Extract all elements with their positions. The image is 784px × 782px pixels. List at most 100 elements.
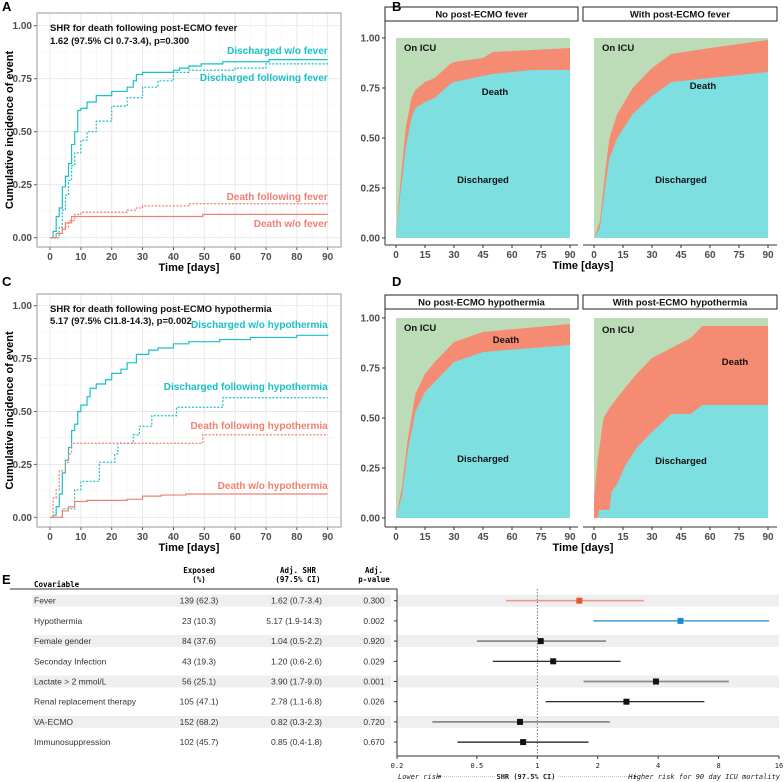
panel-letter: C xyxy=(2,274,12,289)
y-axis-title: Cumulative incidence of event xyxy=(4,331,16,490)
x-tick-label: 45 xyxy=(675,250,687,261)
header-exposed-unit: (%) xyxy=(192,575,206,584)
shr-value: 0.85 (0.4-1.8) xyxy=(271,737,322,747)
facet-with xyxy=(582,6,778,248)
area-label-on-icu: On ICU xyxy=(602,43,634,54)
y-tick-label: 0.25 xyxy=(13,180,33,191)
x-axis-title: Time [days] xyxy=(553,260,614,272)
x-tick-label: 4 xyxy=(656,762,660,770)
x-tick-label: 60 xyxy=(506,532,518,543)
panel-a xyxy=(34,12,342,250)
facet-strip xyxy=(582,6,778,22)
header-p-value: p-value xyxy=(358,575,390,584)
exposed-value: 84 (37.6) xyxy=(182,636,216,646)
forest-x-axis-title: SHR (97.5% CI) xyxy=(496,773,555,781)
x-tick-label: 45 xyxy=(477,532,489,543)
series-label: Death w/o hypothermia xyxy=(218,481,328,492)
area-label-death: Death xyxy=(690,81,717,92)
y-tick-label: 0.00 xyxy=(13,233,33,244)
x-tick-label: 60 xyxy=(704,250,716,261)
x-tick-label: 90 xyxy=(762,250,774,261)
y-tick-label: 1.00 xyxy=(13,21,33,32)
covariable-name: Seconday Infection xyxy=(34,656,107,666)
arrow-left-head-icon xyxy=(438,775,441,778)
header-p: Adj. xyxy=(365,566,383,575)
x-tick-label: 30 xyxy=(448,250,460,261)
panel-b xyxy=(382,6,778,248)
x-tick-label: 45 xyxy=(477,250,489,261)
x-tick-label: 15 xyxy=(419,250,431,261)
table-row: Lactate > 2 mmol/L 56 (25.1) 3.90 (1.7-9.0… xyxy=(34,677,385,687)
x-tick-label: 2 xyxy=(596,762,600,770)
shr-annotation: SHR for death following post-ECMO fever xyxy=(50,23,238,34)
table-row: Seconday Infection 43 (19.3) 1.20 (0.6-2.6… xyxy=(34,656,385,666)
exposed-value: 152 (68.2) xyxy=(180,717,219,727)
p-value: 0.720 xyxy=(363,717,385,727)
y-tick-label: 0.00 xyxy=(361,234,381,245)
facet-title: No post-ECMO fever xyxy=(435,10,528,21)
x-tick-label: 90 xyxy=(564,532,576,543)
facet-title: With post-ECMO fever xyxy=(630,10,730,21)
exposed-value: 139 (62.3) xyxy=(180,596,219,606)
exposed-value: 56 (25.1) xyxy=(182,677,216,687)
covariable-name: Fever xyxy=(34,596,56,606)
area-label-death: Death xyxy=(493,335,520,346)
header-shr-ci: (97.5% CI) xyxy=(275,575,320,584)
x-tick-label: 8 xyxy=(716,762,720,770)
header-covariable: Covariable xyxy=(34,580,80,589)
shr-annotation-values: 5.17 (97.5% CI1.8-14.3), p=0.002 xyxy=(50,316,192,327)
x-tick-label: 70 xyxy=(260,532,272,543)
x-axis-title: Time [days] xyxy=(553,542,614,554)
shr-value: 1.20 (0.6-2.6) xyxy=(271,656,322,666)
y-tick-label: 0.75 xyxy=(361,364,381,375)
facet-strip xyxy=(384,6,579,22)
y-tick-label: 0.75 xyxy=(13,354,33,365)
area-label-on-icu: On ICU xyxy=(404,43,436,54)
facet-without xyxy=(384,294,579,530)
table-row: Renal replacement therapy 105 (47.1) 2.78 … xyxy=(34,697,385,707)
y-tick-label: 0.50 xyxy=(361,134,381,145)
panel-d xyxy=(382,294,778,530)
series-label: Discharged w/o hypothermia xyxy=(191,320,328,331)
panel-letter: B xyxy=(392,0,401,14)
covariable-name: Female gender xyxy=(34,636,91,646)
x-tick-label: 0 xyxy=(393,532,399,543)
table-row: Immunosuppression 102 (45.7) 0.85 (0.4-1.8… xyxy=(34,737,385,747)
p-value: 0.029 xyxy=(363,656,385,666)
lower-risk-note: Lower risk xyxy=(398,773,441,781)
x-tick-label: 60 xyxy=(230,252,242,263)
area-discharged xyxy=(396,70,570,238)
x-tick-label: 50 xyxy=(199,252,211,263)
x-tick-label: 0 xyxy=(47,532,53,543)
y-tick-label: 0.50 xyxy=(13,127,33,138)
series-label: Death following hypothermia xyxy=(190,421,328,432)
x-tick-label: 16 xyxy=(775,762,783,770)
y-tick-label: 0.00 xyxy=(361,514,381,525)
x-tick-label: 80 xyxy=(291,252,303,263)
facet-strip xyxy=(582,294,778,310)
plot-border xyxy=(36,293,342,528)
x-tick-label: 20 xyxy=(106,252,118,263)
area-label-discharged: Discharged xyxy=(457,454,509,465)
x-tick-label: 40 xyxy=(168,532,180,543)
facet-without xyxy=(384,6,579,248)
facet-with xyxy=(582,294,778,530)
covariable-name: Hypothermia xyxy=(34,616,82,626)
area-label-death: Death xyxy=(482,87,509,98)
area-label-discharged: Discharged xyxy=(457,175,509,186)
shr-annotation: SHR for death following post-ECMO hypoth… xyxy=(50,304,272,315)
table-row: Fever 139 (62.3) 1.62 (0.7-3.4) 0.300 xyxy=(34,596,385,606)
point-estimate xyxy=(520,739,527,746)
exposed-value: 102 (45.7) xyxy=(180,737,219,747)
series-line-death-w-o-hypothermia xyxy=(50,493,328,518)
p-value: 0.300 xyxy=(363,596,385,606)
exposed-value: 23 (10.3) xyxy=(182,616,216,626)
p-value: 0.670 xyxy=(363,737,385,747)
panel-letter: A xyxy=(2,0,12,14)
y-tick-label: 0.50 xyxy=(361,414,381,425)
area-discharged xyxy=(594,405,768,518)
covariable-name: Immunosuppression xyxy=(34,737,111,747)
shr-value: 3.90 (1.7-9.0) xyxy=(271,677,322,687)
panel-e: Fever 139 (62.3) 1.62 (0.7-3.4) 0.300 Hypoth… xyxy=(10,588,780,778)
